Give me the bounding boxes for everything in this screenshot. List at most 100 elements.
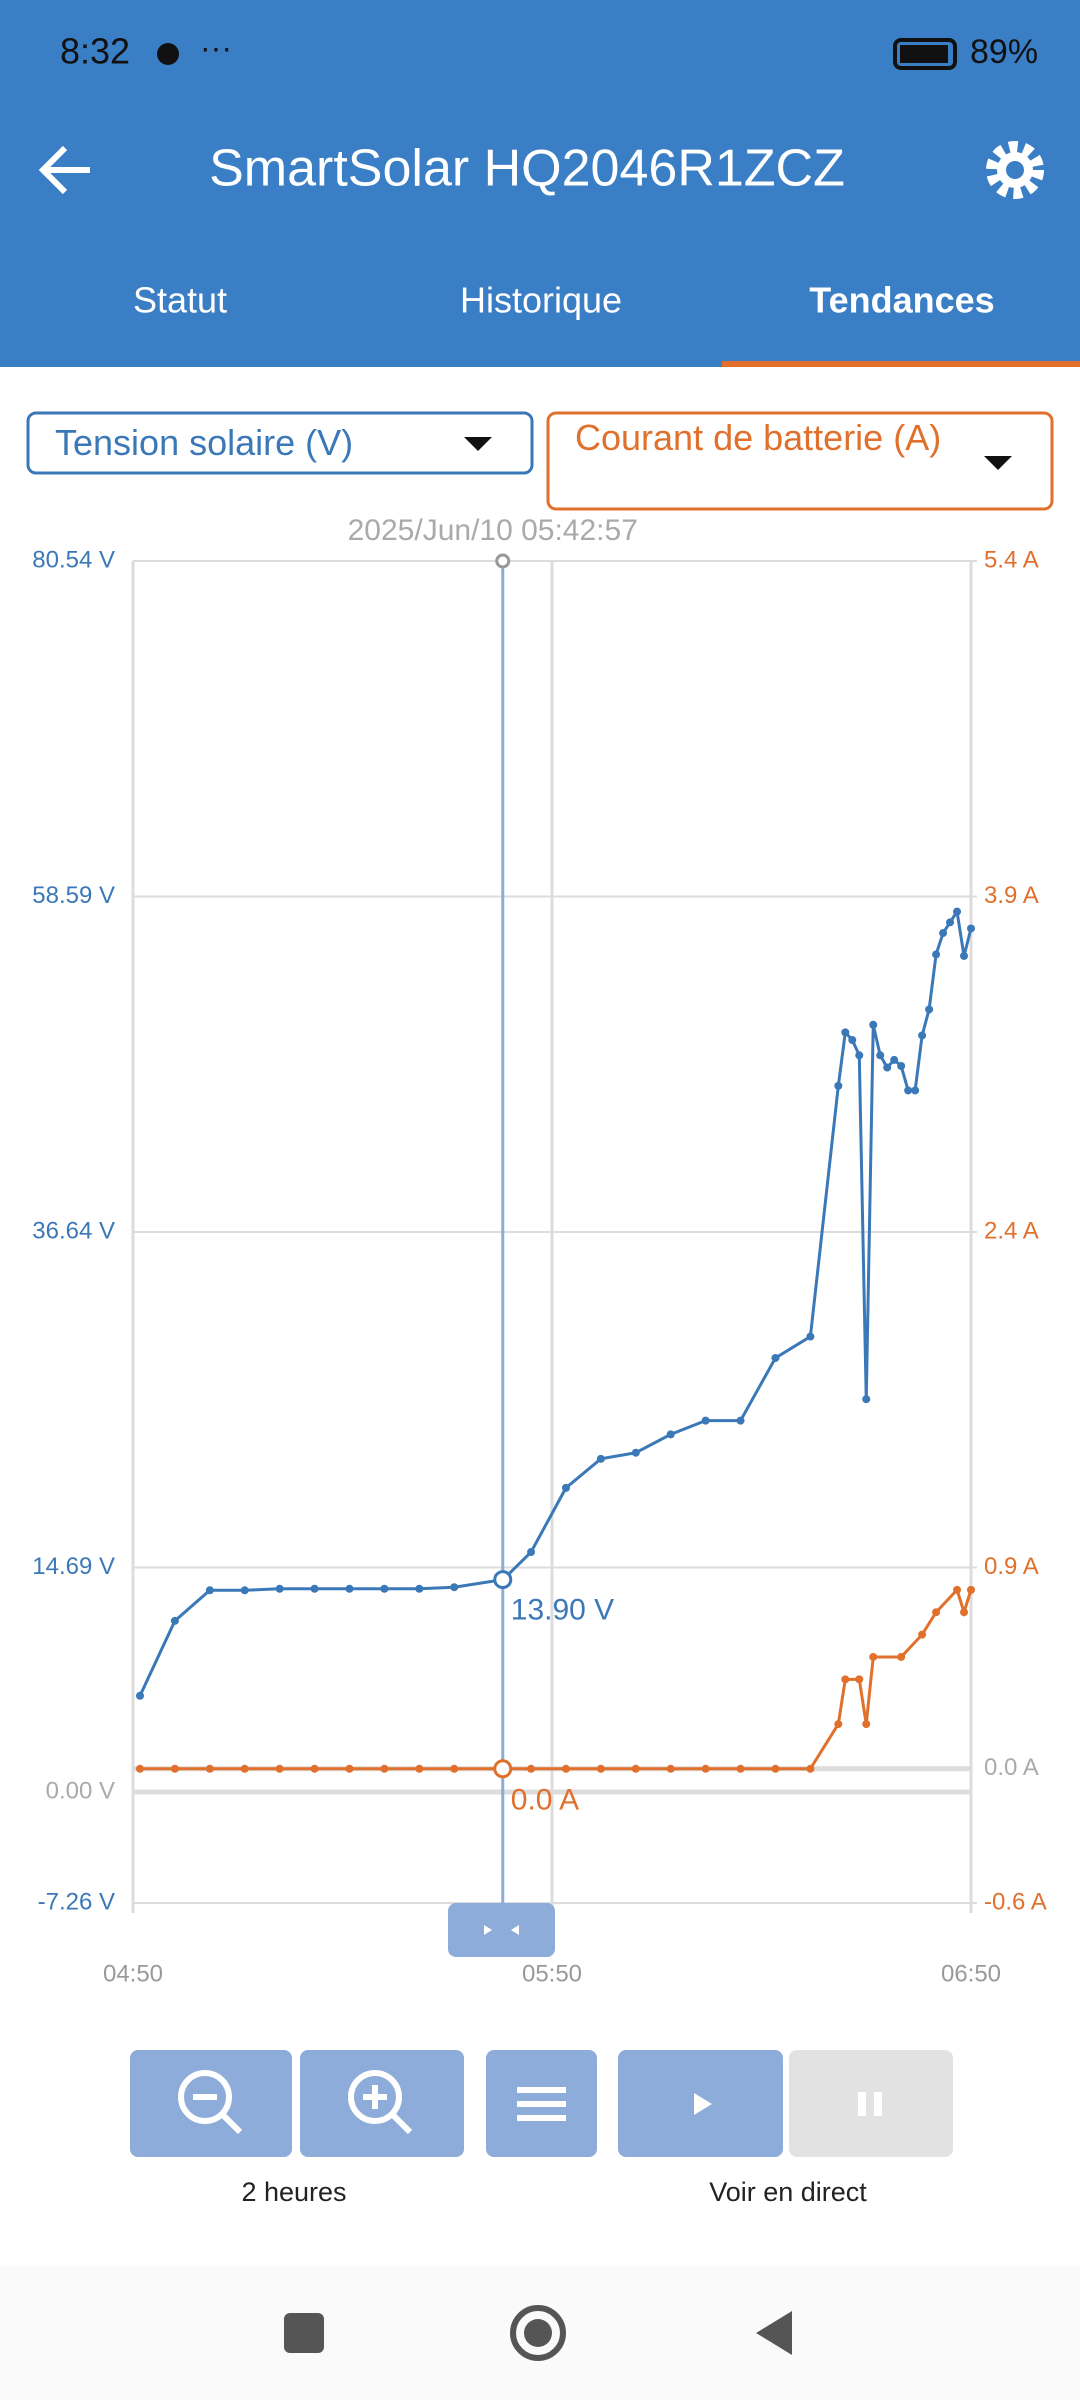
- y2-tick-label: 3.9 A: [984, 882, 1039, 909]
- right-selector-text: Courant de batterie (A): [575, 417, 942, 458]
- data-point: [960, 951, 969, 960]
- y2-tick-label: -0.6 A: [984, 1888, 1047, 1915]
- data-point: [897, 1062, 906, 1071]
- data-point: [205, 1586, 214, 1595]
- x-tick-label: 05:50: [522, 1960, 582, 1987]
- data-point: [561, 1764, 570, 1773]
- data-point: [848, 1036, 857, 1045]
- data-point: [876, 1051, 885, 1060]
- y2-tick-label: 0.9 A: [984, 1553, 1039, 1580]
- tab[interactable]: Statut: [133, 280, 227, 321]
- data-point: [932, 1608, 941, 1617]
- back-button[interactable]: [38, 145, 90, 195]
- cursor-date: 2025/Jun/10 05:42:57: [348, 514, 638, 547]
- dropdown-arrow: [984, 456, 1012, 470]
- data-point: [527, 1764, 536, 1773]
- data-point: [834, 1081, 843, 1090]
- icon: [858, 2092, 882, 2116]
- scrub-arrows: [484, 1925, 519, 1935]
- data-point: [862, 1720, 871, 1729]
- tab[interactable]: Tendances: [809, 280, 994, 321]
- battery-level: [900, 45, 948, 63]
- data-point: [736, 1416, 745, 1425]
- tab-indicator: [722, 361, 1080, 367]
- x-tick-label: 04:50: [103, 1960, 163, 1987]
- data-point: [736, 1764, 745, 1773]
- data-point: [596, 1454, 605, 1463]
- data-point: [701, 1764, 710, 1773]
- data-point: [939, 929, 948, 938]
- data-point: [918, 1031, 927, 1040]
- data-point: [869, 1652, 878, 1661]
- data-point: [275, 1584, 284, 1593]
- back-nav-button[interactable]: [756, 2311, 792, 2355]
- data-point: [771, 1764, 780, 1773]
- status-icon: [157, 43, 179, 65]
- data-point: [883, 1063, 892, 1072]
- data-point: [450, 1583, 459, 1592]
- data-point: [561, 1483, 570, 1492]
- settings-button[interactable]: [986, 141, 1044, 199]
- data-point: [953, 1585, 962, 1594]
- data-point: [240, 1586, 249, 1595]
- scrub-handle[interactable]: [448, 1903, 555, 1957]
- cursor-value: 13.90 V: [511, 1593, 614, 1626]
- data-point: [631, 1448, 640, 1457]
- status-dots: ···: [200, 29, 232, 65]
- data-point: [897, 1652, 906, 1661]
- y2-tick-label: 2.4 A: [984, 1217, 1039, 1244]
- home-button[interactable]: [510, 2305, 566, 2361]
- home-dot: [524, 2319, 552, 2347]
- data-point: [932, 950, 941, 959]
- data-point: [918, 1630, 927, 1639]
- data-point: [967, 1585, 975, 1594]
- right-selector[interactable]: [546, 411, 1054, 511]
- pause-button[interactable]: [789, 2050, 953, 2157]
- data-point: [135, 1691, 144, 1700]
- data-point: [275, 1764, 284, 1773]
- data-point: [806, 1332, 815, 1341]
- data-point: [450, 1764, 459, 1773]
- x-tick-label: 06:50: [941, 1960, 1001, 1987]
- data-point: [380, 1584, 389, 1593]
- data-point: [841, 1028, 850, 1037]
- zoom-in-button[interactable]: [300, 2050, 464, 2157]
- icon: [363, 2085, 413, 2135]
- y-tick-label: 58.59 V: [32, 882, 115, 909]
- data-point: [904, 1086, 913, 1095]
- data-point: [527, 1548, 536, 1557]
- data-point: [310, 1584, 319, 1593]
- data-point: [666, 1764, 675, 1773]
- data-point: [946, 918, 955, 927]
- y-tick-label: 80.54 V: [32, 546, 115, 573]
- data-point: [345, 1764, 354, 1773]
- y-tick-label: 14.69 V: [32, 1553, 115, 1580]
- data-point: [415, 1764, 424, 1773]
- data-point: [967, 924, 975, 933]
- tab[interactable]: Historique: [460, 280, 622, 321]
- data-point: [869, 1020, 878, 1029]
- icon: [348, 2070, 402, 2124]
- data-point: [925, 1005, 934, 1014]
- y-tick-label: 36.64 V: [32, 1217, 115, 1244]
- icon: [517, 2087, 566, 2121]
- data-point: [890, 1055, 899, 1064]
- cursor-point: [493, 1759, 513, 1779]
- data-point: [911, 1086, 920, 1095]
- left-selector[interactable]: [26, 411, 534, 475]
- recents-button[interactable]: [284, 2313, 324, 2353]
- data-point: [135, 1764, 144, 1773]
- data-point: [310, 1764, 319, 1773]
- data-point: [862, 1395, 871, 1404]
- data-point: [170, 1764, 179, 1773]
- zoom-out-button[interactable]: [130, 2050, 292, 2157]
- status-time: 8:32: [60, 31, 130, 72]
- data-point: [596, 1764, 605, 1773]
- data-point: [841, 1675, 850, 1684]
- data-point: [345, 1584, 354, 1593]
- icon: [694, 2093, 712, 2115]
- data-point: [960, 1608, 969, 1617]
- zoom-label: 2 heures: [241, 2177, 346, 2207]
